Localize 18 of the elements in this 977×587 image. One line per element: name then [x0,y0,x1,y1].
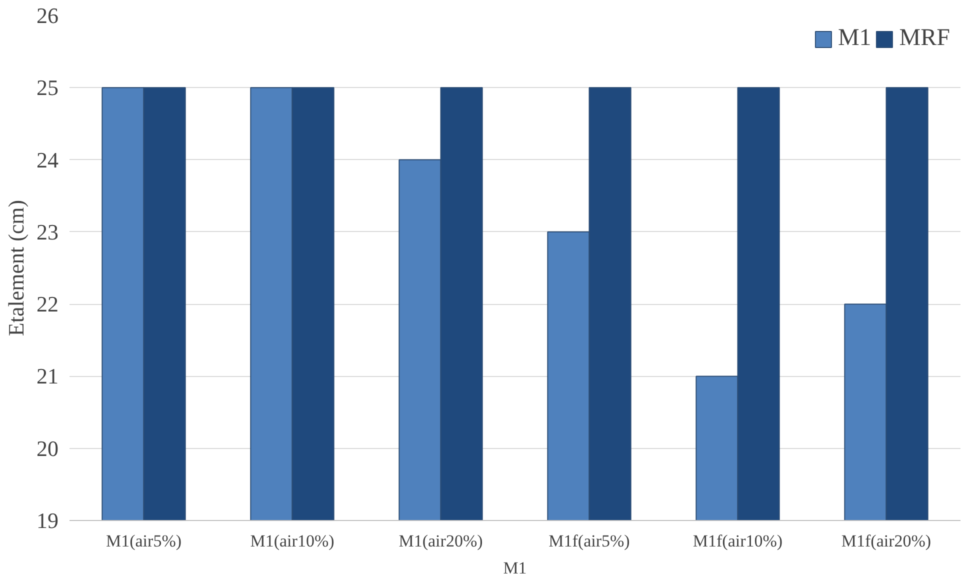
x-tick-label: M1f(air20%) [841,532,932,550]
x-tick-label: M1(air5%) [106,532,182,550]
x-tick-label: M1f(air10%) [692,532,783,550]
x-tick-label: M1(air10%) [250,532,334,550]
y-tick-label: 22 [36,292,58,317]
y-axis-title: Etalement (cm) [4,200,28,336]
y-tick-label: 20 [36,436,58,461]
y-tick-label: 21 [36,364,58,389]
x-tick-label: M1f(air5%) [548,532,630,550]
y-tick-label: 25 [36,75,58,100]
y-tick-label: 19 [36,508,58,533]
x-axis-title: M1 [503,558,527,578]
y-tick-label: 23 [36,219,58,244]
y-tick-label: 24 [36,147,58,172]
legend-label: MRF [899,25,950,52]
legend-label: M1 [838,25,872,52]
x-tick-label: M1(air20%) [398,532,483,550]
y-tick-label: 26 [36,3,58,28]
